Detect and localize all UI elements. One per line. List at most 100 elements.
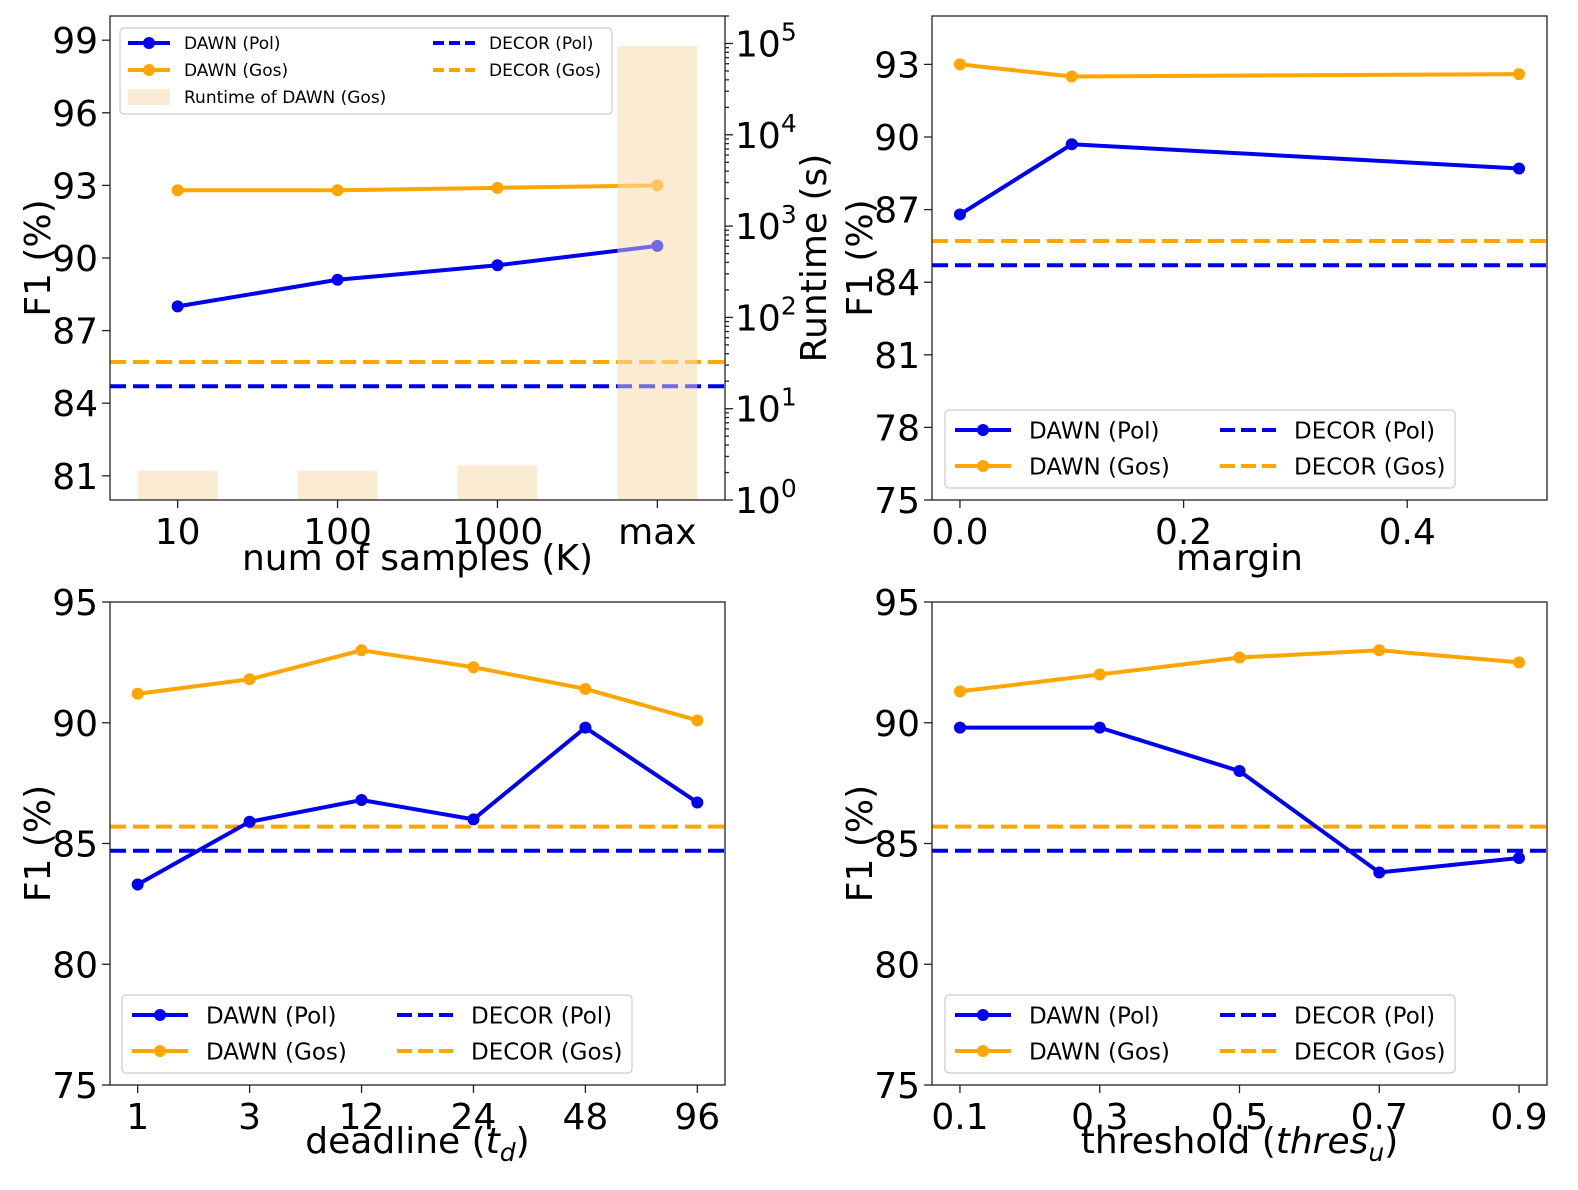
runtime-bar-overlay [617, 45, 698, 501]
data-point [579, 682, 592, 695]
y-tick-label: 90 [52, 239, 98, 280]
data-point [1093, 721, 1106, 734]
chart-samples: 81 84 87 90 93 96 99 10 100 1000 max 100 101 102 103 10… [18, 15, 835, 579]
legend-frame [944, 409, 1456, 489]
data-point [953, 208, 966, 221]
legend-handle-marker [977, 424, 989, 436]
x-tick-label: 100 [303, 512, 372, 553]
chart-deadline: 75 80 85 90 95 1 3 12 24 48 96 F1 (%) deadline (td) D… [18, 583, 726, 1167]
legend-handle-marker [977, 460, 989, 472]
y-tick-label: 78 [874, 408, 920, 449]
x-tick-label: 0.2 [1155, 512, 1212, 553]
y-tick-label: 93 [874, 45, 920, 86]
data-point [171, 300, 184, 313]
x-tick-label: 24 [451, 1097, 497, 1138]
y-tick-label: 95 [874, 583, 920, 624]
y-tick-label: 80 [52, 945, 98, 986]
data-point [171, 184, 184, 197]
x-tick-label: 0.0 [931, 512, 988, 553]
data-point [355, 794, 368, 807]
x-tick-label: 0.3 [1071, 1097, 1128, 1138]
runtime-bar [617, 45, 698, 501]
data-point [1513, 162, 1526, 175]
y-tick-label: 84 [874, 263, 920, 304]
y-axis-label: F1 (%) [840, 785, 881, 902]
data-point [243, 673, 256, 686]
data-point [1513, 68, 1526, 81]
data-point [1093, 668, 1106, 681]
data-point [579, 721, 592, 734]
y-tick-label: 90 [874, 118, 920, 159]
y2-tick-label: 103 [735, 200, 797, 248]
legend-handle-marker [154, 1009, 166, 1021]
series-line-dawn-pol- [958, 142, 1520, 217]
y-tick-label: 84 [52, 384, 98, 425]
data-point [1513, 656, 1526, 669]
y-tick-label: 81 [874, 336, 920, 377]
y-tick-label: 93 [52, 166, 98, 207]
legend-label: DECOR (Pol) [1294, 418, 1435, 444]
x-tick-label: 3 [238, 1097, 261, 1138]
data-point [691, 796, 704, 809]
chart-margin: 75 78 81 84 87 90 93 0.0 0.2 0.4 F1 (%) margin DAWN … [840, 15, 1548, 579]
y-tick-label: 90 [874, 704, 920, 745]
legend-frame [121, 994, 633, 1074]
data-point [651, 239, 664, 252]
data-point [331, 184, 344, 197]
x-axis-label: margin [1176, 538, 1303, 579]
data-point [1065, 70, 1078, 83]
runtime-bar [297, 470, 378, 500]
y2-axis-label: Runtime (s) [794, 154, 835, 363]
y-axis-label: F1 (%) [18, 199, 59, 316]
legend-label: DAWN (Pol) [1029, 1003, 1160, 1029]
y2-tick-label: 100 [735, 474, 797, 522]
legend-label: DECOR (Gos) [1294, 1039, 1446, 1065]
legend-label: DAWN (Pol) [184, 34, 280, 54]
data-point [131, 878, 144, 891]
y-tick-label: 87 [874, 191, 920, 232]
x-tick-label: 12 [339, 1097, 385, 1138]
legend: DAWN (Pol) DAWN (Gos) DECOR (Pol) DECOR (Go… [944, 409, 1456, 489]
y-tick-label: 75 [874, 481, 920, 522]
x-axis-label: deadline (td) [305, 1121, 529, 1167]
plot-frame [931, 15, 1548, 501]
legend-label: DECOR (Pol) [1294, 1003, 1435, 1029]
series-line-dawn-pol- [177, 243, 658, 309]
legend-handle-bar [128, 89, 170, 105]
runtime-bar [457, 465, 538, 500]
data-point [953, 685, 966, 698]
data-point [953, 721, 966, 734]
data-point [953, 58, 966, 71]
data-point [243, 815, 256, 828]
legend-label: DECOR (Pol) [471, 1003, 612, 1029]
y-tick-label: 80 [874, 945, 920, 986]
data-point [1373, 866, 1386, 879]
legend-label: DECOR (Gos) [489, 61, 601, 81]
data-point [331, 273, 344, 286]
legend-frame [119, 27, 613, 115]
x-tick-label: 0.7 [1351, 1097, 1408, 1138]
legend-handle-marker [143, 64, 155, 76]
legend-handle-marker [977, 1045, 989, 1057]
y2-tick-label: 101 [735, 383, 797, 431]
legend-label: Runtime of DAWN (Gos) [184, 88, 386, 108]
data-point [691, 714, 704, 727]
y-tick-label: 95 [52, 583, 98, 624]
legend-handle-marker [143, 37, 155, 49]
series-line-dawn-gos- [959, 62, 1520, 79]
y-tick-label: 75 [874, 1066, 920, 1107]
x-tick-label: 0.1 [931, 1097, 988, 1138]
data-point [1233, 765, 1246, 778]
y-tick-label: 96 [52, 94, 98, 135]
x-tick-label: 10 [155, 512, 201, 553]
series-line-dawn-gos- [177, 183, 658, 193]
x-axis-label: threshold (thresu) [1081, 1121, 1399, 1167]
legend-label: DAWN (Gos) [1029, 1039, 1170, 1065]
data-point [491, 181, 504, 194]
y2-tick-label: 104 [735, 109, 797, 157]
x-tick-label: 1 [126, 1097, 149, 1138]
x-tick-label: 0.5 [1211, 1097, 1268, 1138]
legend: DAWN (Pol) DAWN (Gos) Runtime of DAWN (Gos… [119, 27, 613, 115]
data-point [131, 687, 144, 700]
